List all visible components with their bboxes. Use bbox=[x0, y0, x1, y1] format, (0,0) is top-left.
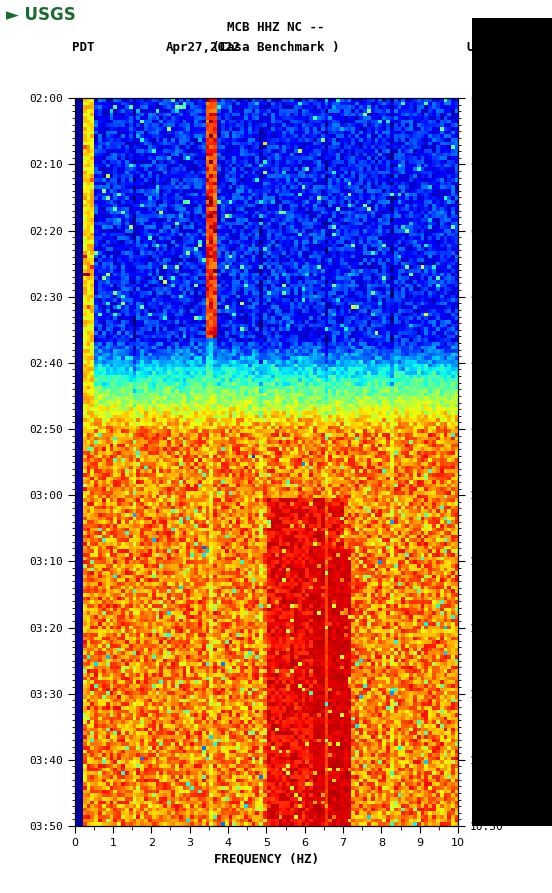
Text: PDT: PDT bbox=[72, 40, 94, 54]
Text: (Casa Benchmark ): (Casa Benchmark ) bbox=[213, 40, 339, 54]
Text: Apr27,2022: Apr27,2022 bbox=[166, 40, 241, 54]
Text: ► USGS: ► USGS bbox=[6, 6, 75, 24]
Text: UTC: UTC bbox=[466, 40, 489, 54]
X-axis label: FREQUENCY (HZ): FREQUENCY (HZ) bbox=[214, 852, 319, 865]
Text: MCB HHZ NC --: MCB HHZ NC -- bbox=[227, 21, 325, 34]
